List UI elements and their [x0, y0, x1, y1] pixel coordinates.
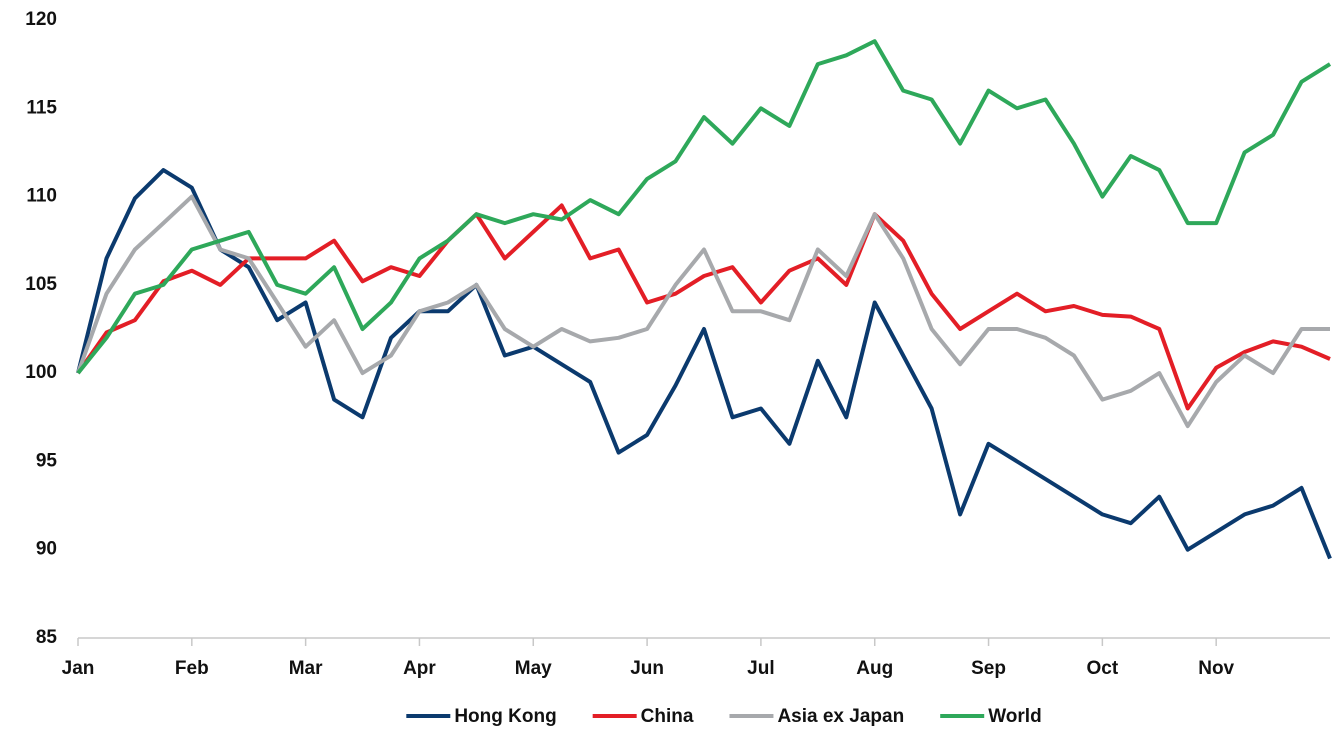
- legend-item: Hong Kong: [406, 706, 557, 727]
- x-tick-label: Oct: [1087, 658, 1119, 679]
- x-tick-label: Jul: [747, 658, 774, 679]
- series-line: [76, 194, 1330, 429]
- x-tick-label: Mar: [289, 658, 323, 679]
- y-tick-label: 110: [26, 186, 57, 207]
- y-tick-label: 105: [25, 274, 57, 295]
- x-tick-label: Feb: [175, 658, 209, 679]
- y-tick-label: 85: [36, 627, 58, 648]
- legend-item: China: [592, 706, 694, 727]
- y-tick-label: 95: [36, 450, 58, 471]
- y-tick-label: 120: [25, 9, 57, 30]
- y-tick-label: 100: [25, 362, 57, 383]
- legend: Hong Kong China Asia ex Japan World: [406, 706, 1042, 727]
- x-tick-label: Aug: [856, 658, 893, 679]
- x-tick-label: Nov: [1198, 658, 1234, 679]
- legend-item: Asia ex Japan: [729, 706, 904, 727]
- x-tick-label: Jun: [630, 658, 664, 679]
- series-line: [76, 203, 1331, 411]
- y-tick-label: 115: [26, 97, 57, 118]
- x-tick-label: Apr: [403, 658, 436, 679]
- legend-label: Hong Kong: [454, 706, 556, 727]
- series-line: [76, 39, 1332, 375]
- y-tick-label: 90: [36, 539, 57, 560]
- legend-label: Asia ex Japan: [777, 706, 904, 727]
- legend-label: China: [641, 706, 694, 727]
- x-tick-label: May: [515, 658, 552, 679]
- x-tick-label: Jan: [62, 658, 95, 679]
- legend-label: World: [988, 706, 1041, 727]
- legend-item: World: [940, 706, 1042, 727]
- x-tick-label: Sep: [971, 658, 1006, 679]
- series-line: [76, 168, 1332, 560]
